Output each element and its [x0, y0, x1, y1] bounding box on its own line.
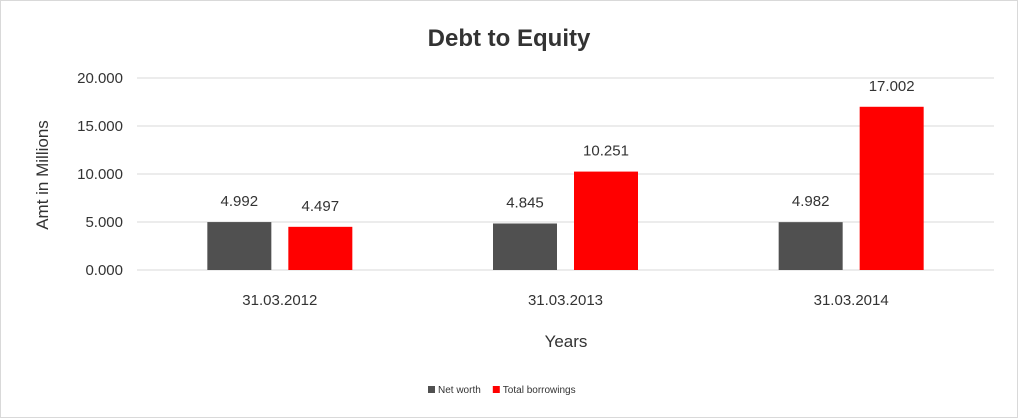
x-axis-ticks: 31.03.2012 31.03.2013 31.03.2014 [242, 292, 888, 309]
x-tick-label: 31.03.2013 [528, 292, 603, 309]
legend-swatch [492, 386, 500, 393]
legend-label: Total borrowings [503, 385, 576, 396]
y-tick-label: 0.000 [85, 262, 123, 279]
data-label: 4.845 [506, 194, 544, 211]
gridlines [137, 77, 994, 271]
data-label: 4.992 [221, 193, 259, 210]
bar [288, 226, 353, 270]
bar [207, 222, 272, 270]
y-tick-label: 10.000 [77, 166, 123, 183]
legend: Net worth Total borrowings [428, 385, 576, 396]
y-tick-label: 5.000 [85, 214, 123, 231]
chart-title: Debt to Equity [428, 25, 591, 52]
y-tick-label: 20.000 [77, 70, 123, 87]
y-axis-label: Amt in Millions [33, 120, 52, 230]
bar [574, 171, 638, 270]
data-label: 10.251 [583, 143, 629, 160]
bars: 4.992 4.497 4.845 10.251 4.982 17.002 [207, 78, 924, 271]
y-tick-label: 15.000 [77, 118, 123, 135]
bar [778, 222, 843, 270]
data-label: 4.982 [792, 193, 830, 210]
data-label: 17.002 [869, 78, 915, 95]
data-label: 4.497 [302, 198, 340, 215]
bar [859, 106, 924, 271]
legend-swatch [428, 386, 435, 393]
x-tick-label: 31.03.2012 [242, 292, 317, 309]
bar [493, 223, 557, 270]
y-axis-ticks: 0.000 5.000 10.000 15.000 20.000 [77, 70, 123, 279]
legend-label: Net worth [438, 385, 481, 396]
x-axis-label: Years [545, 332, 588, 351]
x-tick-label: 31.03.2014 [814, 292, 889, 309]
